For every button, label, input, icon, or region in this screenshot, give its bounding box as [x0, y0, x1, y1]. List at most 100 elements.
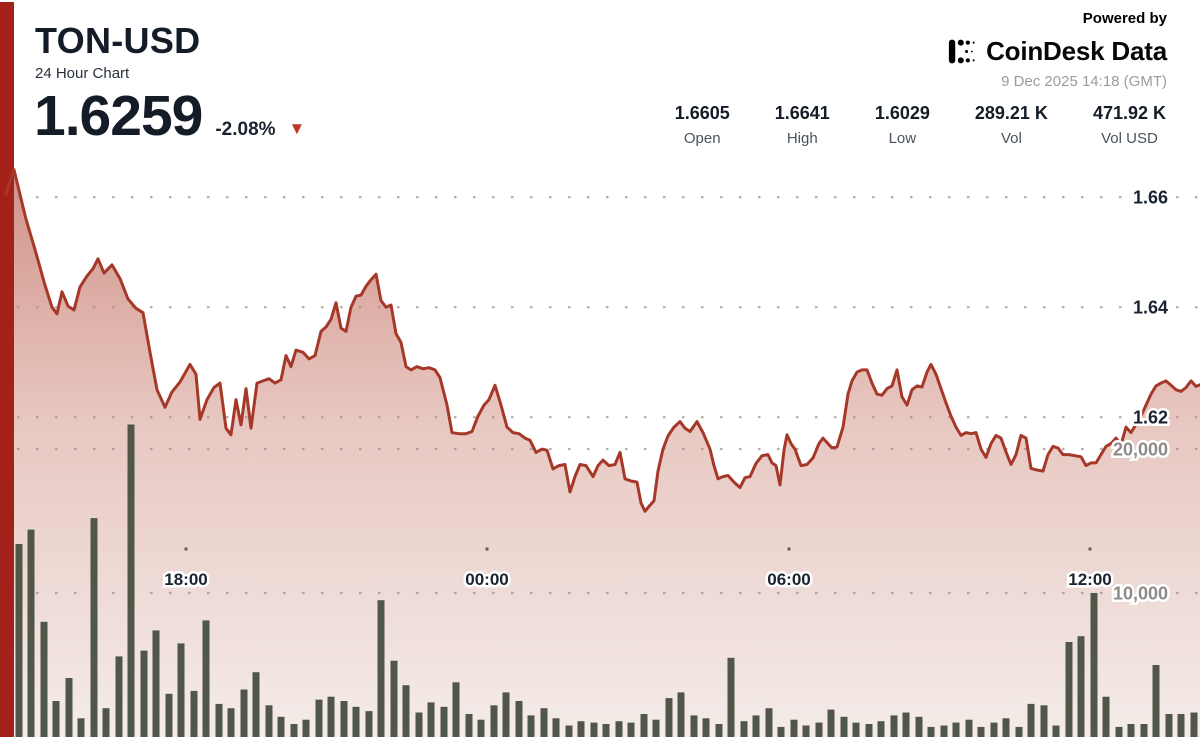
volume-bar: [577, 721, 585, 737]
stat-open: 1.6605 Open: [675, 103, 730, 147]
volume-bar: [165, 693, 173, 737]
volume-bar: [940, 725, 948, 737]
powered-by-label: Powered by: [1082, 10, 1167, 27]
volume-bar: [265, 705, 273, 737]
time-axis-label: 06:00: [767, 570, 810, 589]
volume-bar: [640, 714, 648, 737]
volume-bar: [1090, 593, 1098, 737]
volume-bar: [627, 722, 635, 737]
stat-volume-usd-value: 471.92 K: [1092, 103, 1166, 123]
price-axis-label: 1.64: [1133, 298, 1168, 318]
axis-labels: 1.66 1.64 1.62 20,000 10,000 18:00 00:00 06:00 1…: [162, 185, 1171, 606]
coindesk-dot-matrix-icon: [948, 39, 975, 64]
volume-bar: [765, 708, 773, 737]
volume-bar: [790, 719, 798, 737]
stat-low: 1.6029 Low: [875, 103, 930, 147]
volume-bar: [1127, 724, 1135, 737]
volume-bar: [740, 721, 748, 737]
volume-bar: [902, 712, 910, 737]
price-axis-label: 1.66: [1133, 188, 1168, 208]
ohlc-stats-bar: 1.6605 Open 1.6641 High 1.6029 Low 289.2…: [675, 103, 1166, 147]
volume-bar: [665, 698, 673, 737]
volume-bar: [227, 708, 235, 737]
volume-bar: [965, 719, 973, 737]
volume-bar: [315, 699, 323, 737]
stat-high: 1.6641 High: [775, 103, 830, 147]
stat-open-label: Open: [683, 130, 721, 147]
volume-bar: [977, 726, 985, 737]
volume-bar: [515, 701, 523, 737]
volume-bar: [1165, 714, 1173, 737]
volume-bar: [602, 724, 610, 737]
volume-bar: [240, 689, 248, 737]
volume-bar: [802, 725, 810, 737]
volume-bar: [915, 716, 923, 737]
price-change-percent: -2.08%: [215, 119, 276, 140]
volume-bar: [15, 544, 23, 737]
volume-bar: [1152, 665, 1160, 737]
volume-bar: [540, 708, 548, 737]
volume-bar: [690, 715, 698, 737]
stat-open-value: 1.6605: [674, 103, 730, 123]
stat-high-label: High: [786, 130, 818, 147]
stat-high-value: 1.6641: [774, 103, 830, 123]
volume-bar: [365, 711, 373, 737]
volume-bar: [1027, 703, 1035, 737]
stat-low-value: 1.6029: [874, 103, 930, 123]
volume-bar: [352, 706, 360, 737]
volume-bar: [1177, 714, 1185, 737]
brand-logo-row[interactable]: CoinDesk Data: [948, 36, 1167, 67]
volume-bar: [702, 718, 710, 737]
volume-bar: [615, 721, 623, 737]
volume-bar: [465, 714, 473, 737]
volume-bar: [652, 719, 660, 737]
volume-bar: [290, 724, 298, 737]
volume-bar: [827, 709, 835, 737]
volume-bar: [140, 650, 148, 737]
volume-bar: [177, 643, 185, 737]
volume-bar: [777, 726, 785, 737]
volume-bar: [152, 630, 160, 737]
volume-bar: [127, 424, 135, 737]
volume-bar: [590, 722, 598, 737]
volume-bar: [1065, 642, 1073, 737]
volume-bar: [452, 682, 460, 737]
symbol-title: TON-USD: [35, 20, 201, 61]
opening-spike-strip: [0, 2, 14, 737]
volume-bar: [927, 726, 935, 737]
volume-bar: [440, 706, 448, 737]
volume-bar: [865, 724, 873, 737]
volume-bar: [990, 722, 998, 737]
stat-volume-label: Vol: [1000, 130, 1022, 147]
volume-bar: [402, 685, 410, 737]
time-tick-dot: [787, 547, 791, 551]
volume-bar: [65, 678, 73, 737]
volume-bar: [1102, 696, 1110, 737]
volume-bar: [477, 719, 485, 737]
volume-bar: [890, 715, 898, 737]
volume-bar: [202, 620, 210, 737]
price-area-fill: [0, 169, 1200, 737]
time-axis-label: 00:00: [465, 570, 508, 589]
volume-bar: [215, 703, 223, 737]
volume-axis-label: 10,000: [1113, 584, 1168, 604]
volume-bar: [27, 529, 35, 737]
stat-volume: 289.21 K Vol: [975, 103, 1048, 147]
volume-bar: [815, 722, 823, 737]
volume-bar: [340, 701, 348, 737]
volume-bar: [677, 692, 685, 737]
brand-name: CoinDesk Data: [986, 36, 1167, 66]
volume-bar: [565, 725, 573, 737]
stat-volume-usd: 471.92 K Vol USD: [1093, 103, 1166, 147]
volume-bar: [102, 708, 110, 737]
volume-bar: [40, 621, 48, 737]
volume-bar: [715, 724, 723, 737]
price-line: [4, 168, 1200, 513]
volume-bar: [252, 672, 260, 737]
volume-bars: [15, 424, 1198, 737]
volume-bar: [752, 715, 760, 737]
volume-bar: [277, 716, 285, 737]
dotted-gridlines: [16, 195, 1200, 595]
